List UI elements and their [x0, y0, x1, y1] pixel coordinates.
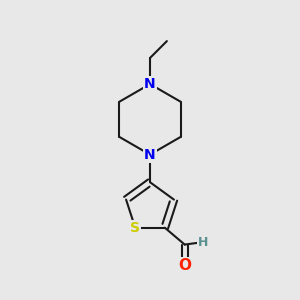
Text: N: N: [144, 77, 156, 91]
Text: H: H: [198, 236, 208, 249]
Text: N: N: [144, 148, 156, 162]
Text: O: O: [178, 258, 191, 273]
Text: S: S: [130, 221, 140, 235]
